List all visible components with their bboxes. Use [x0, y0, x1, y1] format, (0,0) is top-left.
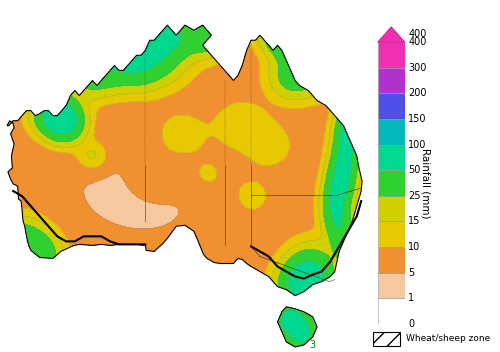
Text: Wheat/sheep zone: Wheat/sheep zone [406, 334, 490, 343]
Text: 300: 300 [408, 63, 426, 73]
Text: 3: 3 [310, 340, 316, 350]
Bar [378, 221, 405, 247]
Text: 400: 400 [408, 29, 426, 39]
Bar [378, 273, 405, 298]
Bar [378, 93, 405, 119]
Bar [372, 332, 400, 346]
Text: 0: 0 [408, 319, 414, 329]
Text: 400: 400 [408, 37, 426, 47]
Text: 1: 1 [408, 293, 414, 303]
Bar [378, 298, 405, 324]
Text: 50: 50 [408, 165, 420, 175]
Bar [378, 145, 405, 170]
Bar [378, 42, 405, 68]
Bar [378, 247, 405, 273]
Text: 10: 10 [408, 242, 420, 252]
Bar [378, 119, 405, 145]
Text: 200: 200 [408, 88, 427, 99]
Polygon shape [378, 27, 405, 42]
Text: Rainfall (mm): Rainfall (mm) [420, 148, 430, 218]
Text: 15: 15 [408, 216, 420, 226]
Bar [378, 68, 405, 93]
Text: 100: 100 [408, 140, 426, 150]
Text: 5: 5 [408, 268, 414, 278]
Text: 150: 150 [408, 114, 427, 124]
Text: 25: 25 [408, 191, 421, 201]
Bar [378, 196, 405, 221]
Bar [378, 170, 405, 196]
